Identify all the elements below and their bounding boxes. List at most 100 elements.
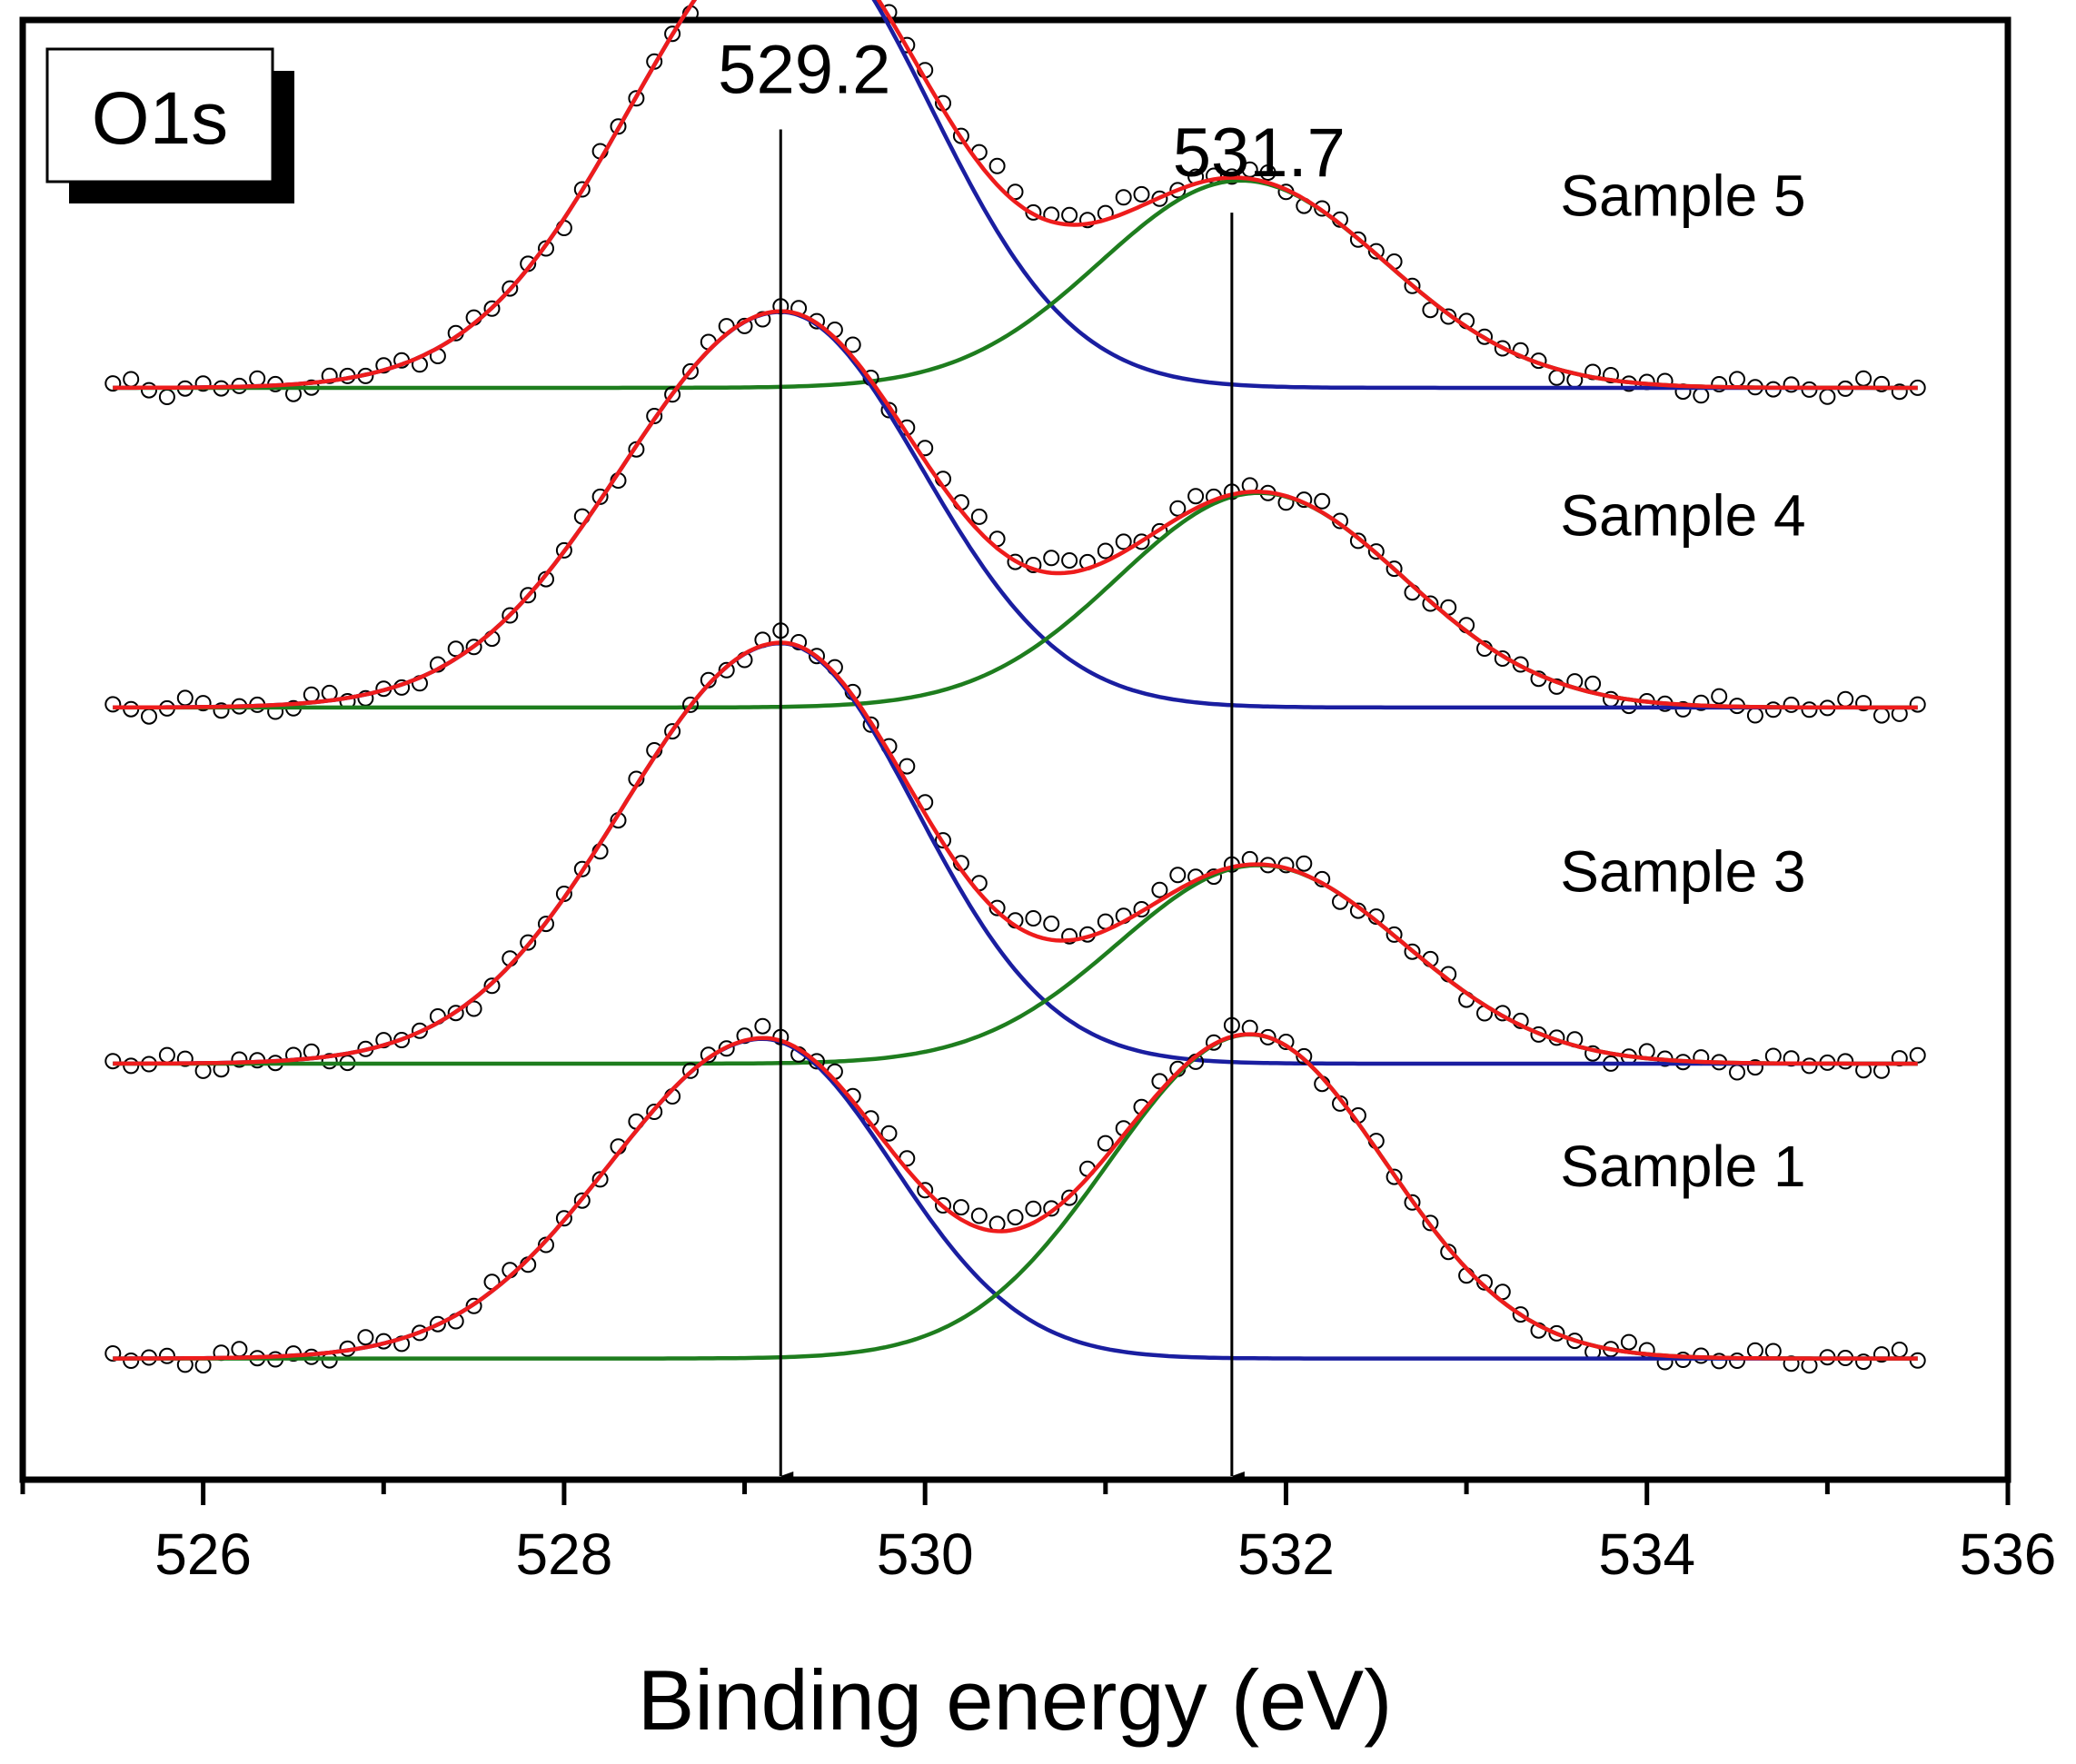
data-point xyxy=(1746,1059,1763,1076)
data-point xyxy=(194,695,212,712)
peak-markers-group: 529.2 531.7 xyxy=(718,31,1346,1481)
data-point xyxy=(1837,690,1854,708)
data-point xyxy=(1548,369,1565,386)
sample-label: Sample 1 xyxy=(1560,1134,1805,1199)
data-point xyxy=(573,181,591,198)
data-point xyxy=(104,375,122,392)
x-tick-label: 530 xyxy=(877,1521,974,1587)
data-point xyxy=(1422,595,1439,612)
data-point xyxy=(1476,1273,1493,1291)
data-point xyxy=(1801,701,1818,718)
data-point xyxy=(970,1207,988,1224)
data-point xyxy=(1711,376,1728,392)
data-point xyxy=(1007,183,1024,201)
data-point xyxy=(1133,185,1150,203)
data-point xyxy=(1404,1194,1421,1211)
data-point xyxy=(1729,1064,1745,1081)
data-point xyxy=(1819,388,1836,405)
data-point xyxy=(628,90,645,107)
data-point xyxy=(104,1053,122,1070)
data-point xyxy=(1115,533,1132,550)
data-point xyxy=(502,607,519,624)
data-point xyxy=(1440,1244,1457,1261)
sample-group: Sample 1 xyxy=(104,1016,1926,1374)
data-point xyxy=(1169,182,1187,199)
data-point xyxy=(862,716,879,733)
data-point xyxy=(1873,707,1890,724)
data-point xyxy=(123,371,140,388)
x-tick-label: 532 xyxy=(1237,1521,1335,1587)
data-point xyxy=(1909,696,1926,713)
peak-marker-label: 531.7 xyxy=(1173,114,1346,192)
data-point xyxy=(646,408,663,424)
x-tick-label: 528 xyxy=(516,1521,613,1587)
sample-group: Sample 4 xyxy=(104,298,1926,725)
data-point xyxy=(1584,675,1602,692)
data-point xyxy=(1746,707,1763,724)
data-point xyxy=(1891,1342,1908,1358)
data-point xyxy=(1296,855,1313,872)
data-point xyxy=(664,386,681,403)
data-point xyxy=(1187,488,1205,505)
data-point xyxy=(1711,1353,1728,1370)
data-point xyxy=(1349,532,1366,550)
panel-label-box: O1s xyxy=(45,47,294,203)
data-point xyxy=(1873,375,1890,392)
x-tick-label: 526 xyxy=(154,1521,252,1587)
data-point xyxy=(1007,553,1024,570)
data-point xyxy=(231,1051,248,1068)
data-point xyxy=(646,1104,663,1120)
data-point xyxy=(520,587,537,604)
data-point xyxy=(1620,1333,1637,1351)
data-point xyxy=(1783,1355,1800,1373)
envelope-fit-line xyxy=(113,640,1918,1066)
data-point xyxy=(682,696,699,713)
data-point xyxy=(1764,1343,1782,1360)
data-point xyxy=(1061,1189,1078,1206)
data-point xyxy=(591,488,609,505)
sample-label: Sample 3 xyxy=(1560,838,1805,904)
data-point xyxy=(1440,308,1457,325)
data-point xyxy=(1476,328,1493,345)
data-point xyxy=(555,1210,572,1227)
data-point xyxy=(952,127,969,144)
x-tick-label: 534 xyxy=(1598,1521,1695,1587)
data-point xyxy=(899,758,916,775)
x-tick-label: 536 xyxy=(1960,1521,2057,1587)
data-point xyxy=(141,382,157,399)
data-point xyxy=(1855,1353,1872,1371)
data-point xyxy=(1367,243,1385,260)
data-point xyxy=(194,1062,212,1079)
data-point xyxy=(1693,694,1710,711)
data-point xyxy=(1314,492,1331,510)
data-point xyxy=(303,686,320,703)
data-point xyxy=(1097,542,1114,560)
data-point xyxy=(1855,695,1872,712)
data-point xyxy=(249,370,266,387)
data-point xyxy=(1061,927,1078,945)
data-point xyxy=(465,1297,482,1314)
peak-marker-label: 529.2 xyxy=(718,31,890,108)
data-point xyxy=(664,25,681,43)
data-point xyxy=(1386,926,1403,943)
data-point xyxy=(1837,1053,1854,1070)
data-point xyxy=(538,240,554,257)
data-point xyxy=(1729,371,1745,388)
data-point xyxy=(573,1192,591,1209)
data-point xyxy=(988,157,1006,174)
sample-group: Sample 5 xyxy=(104,0,1926,405)
data-point xyxy=(321,1053,338,1070)
data-point xyxy=(412,1022,428,1039)
data-point xyxy=(104,696,122,713)
data-point xyxy=(682,362,699,380)
data-point xyxy=(1422,1214,1439,1232)
data-point xyxy=(123,1057,140,1075)
data-point xyxy=(1548,1324,1565,1342)
data-point xyxy=(357,1329,374,1346)
data-point xyxy=(844,336,861,353)
data-point xyxy=(610,118,627,135)
data-point xyxy=(917,1182,934,1199)
data-point xyxy=(465,1000,482,1017)
data-point xyxy=(231,1341,248,1358)
